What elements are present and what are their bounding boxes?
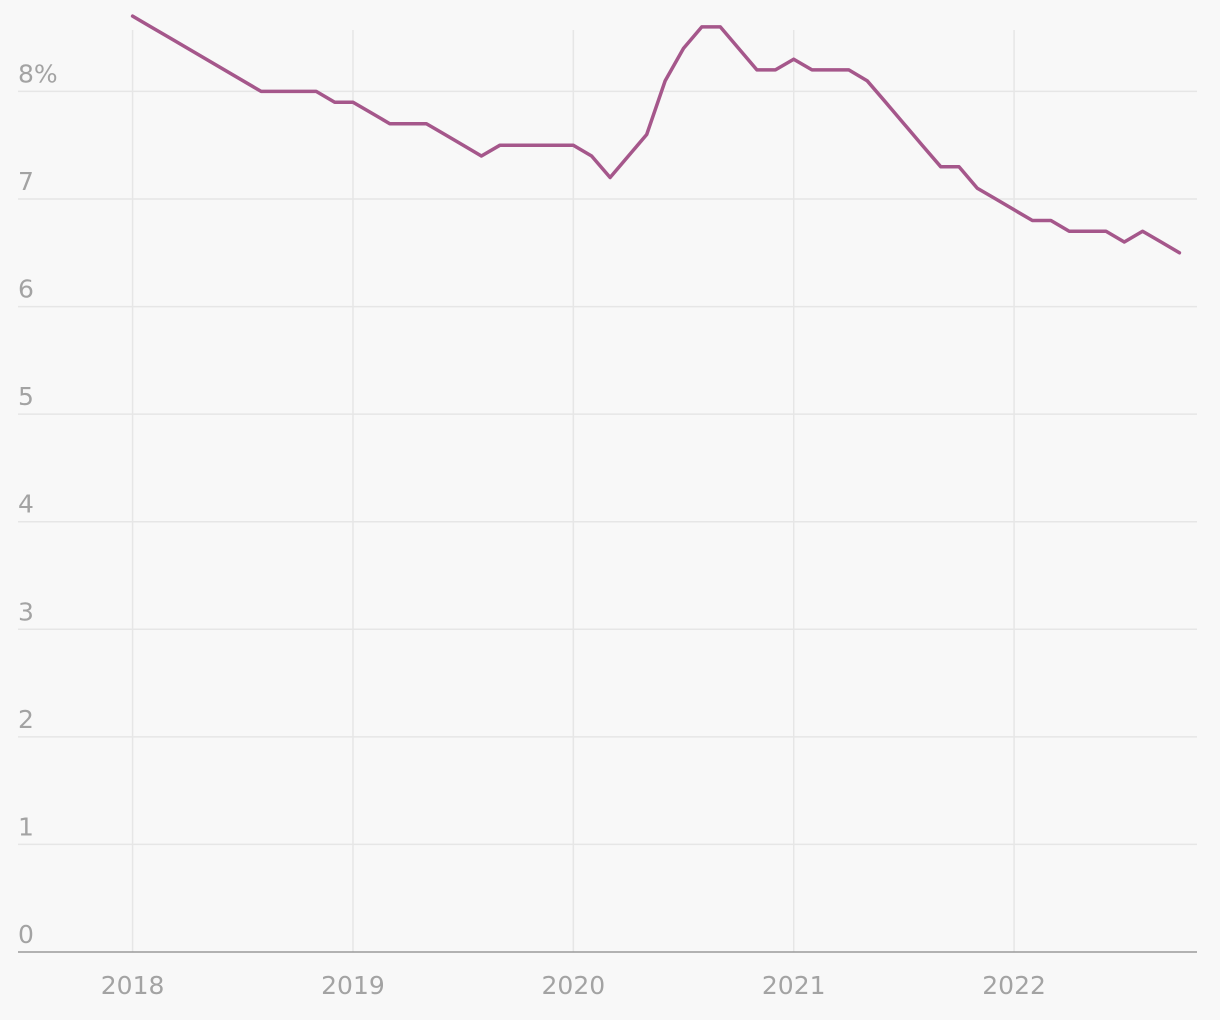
x-tick-label: 2018 bbox=[101, 971, 165, 1000]
y-tick-label: 1 bbox=[18, 812, 34, 841]
series-line bbox=[130, 14, 1182, 255]
y-tick-label: 2 bbox=[18, 705, 34, 734]
y-tick-label: 0 bbox=[18, 920, 34, 949]
y-tick-label: 4 bbox=[18, 490, 34, 519]
x-tick-label: 2020 bbox=[542, 971, 606, 1000]
label-layer: 0 1 2 3 4 5 6 7 8% 2018 2019 2020 2021 2022 bbox=[18, 59, 1046, 1000]
x-tick-label: 2021 bbox=[762, 971, 826, 1000]
y-tick-label: 8% bbox=[18, 59, 58, 88]
x-tick-label: 2019 bbox=[321, 971, 385, 1000]
y-tick-label: 6 bbox=[18, 275, 34, 304]
grid-layer bbox=[18, 30, 1197, 952]
x-tick-label: 2022 bbox=[982, 971, 1046, 1000]
y-tick-label: 5 bbox=[18, 382, 34, 411]
series-layer bbox=[130, 14, 1182, 255]
y-tick-label: 3 bbox=[18, 597, 34, 626]
y-tick-label: 7 bbox=[18, 167, 34, 196]
